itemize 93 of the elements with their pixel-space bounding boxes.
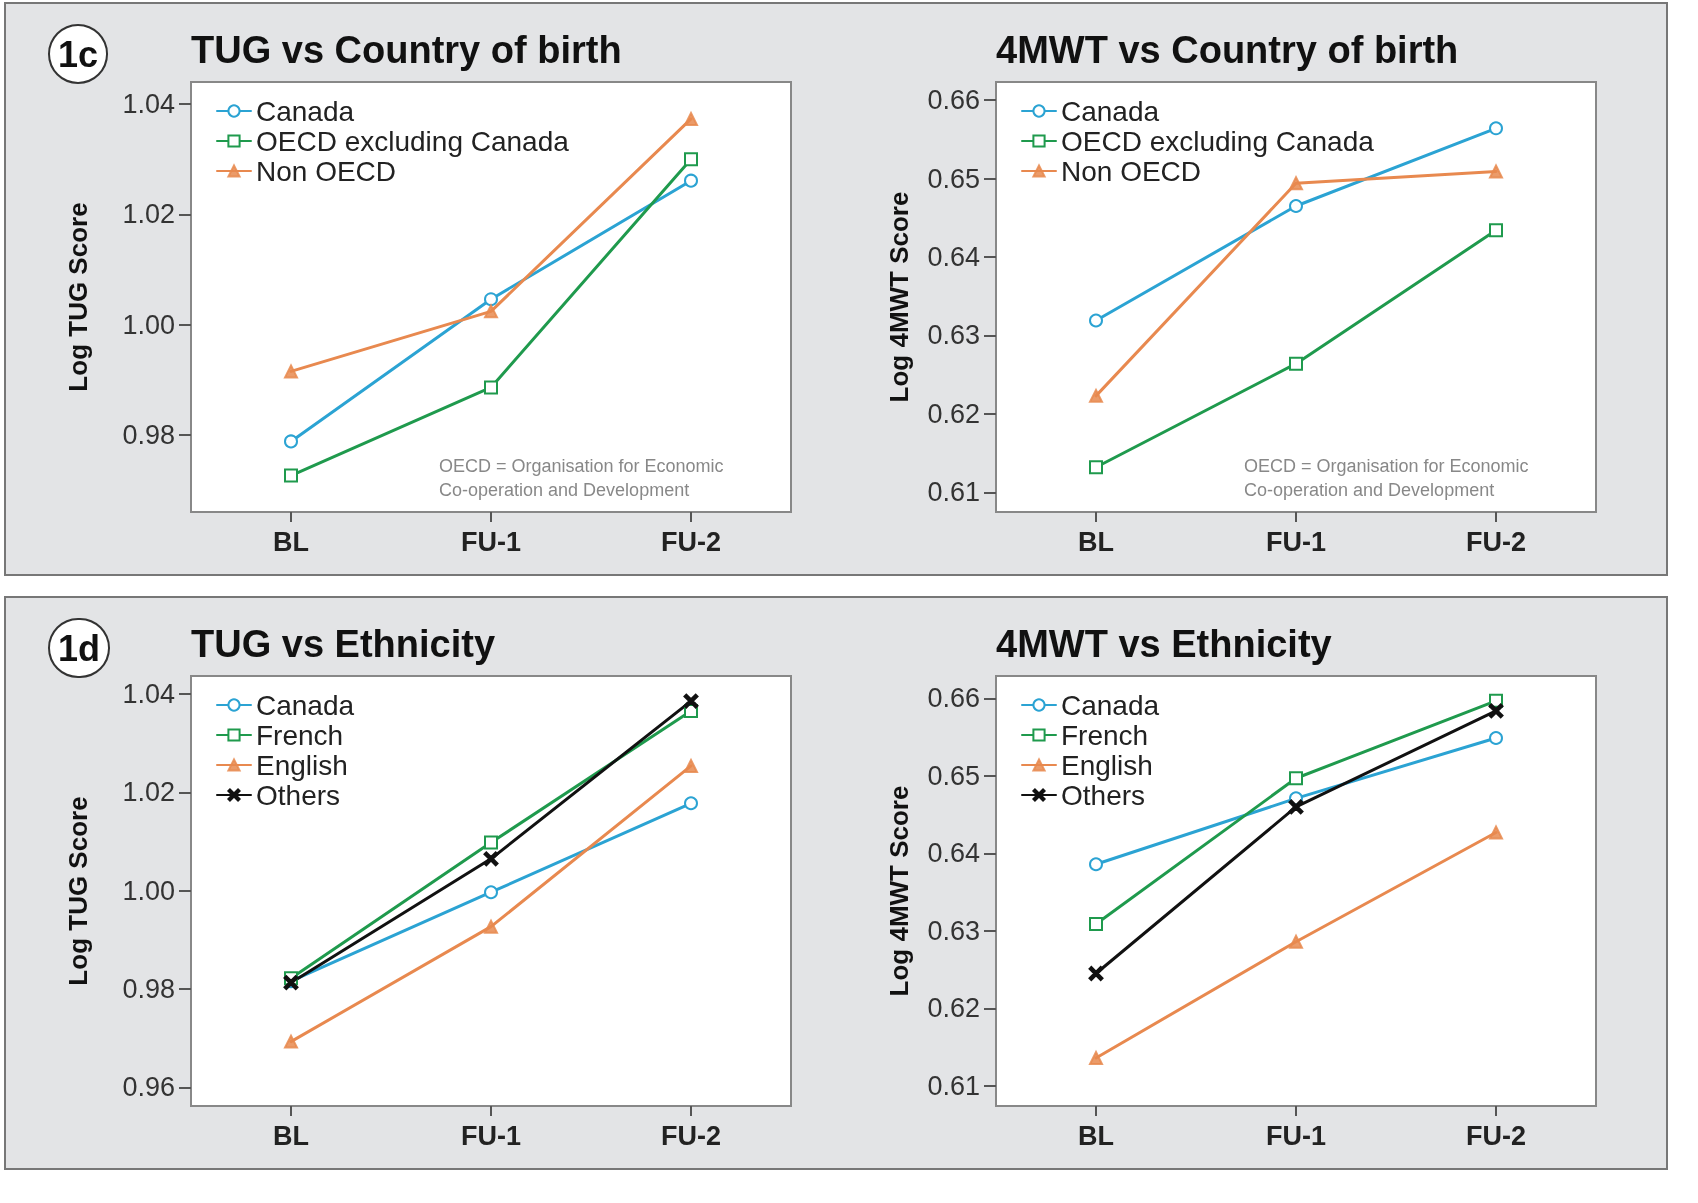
point — [484, 292, 498, 307]
point — [684, 758, 698, 773]
point — [1489, 223, 1503, 238]
point — [1088, 966, 1104, 982]
point — [1089, 460, 1103, 475]
point — [684, 152, 698, 167]
y-tick-label: 1.02 — [122, 199, 175, 230]
point — [484, 885, 498, 900]
legend-label: French — [1061, 719, 1149, 751]
y-tick-label: 1.02 — [122, 777, 175, 808]
point — [1489, 825, 1503, 840]
point — [483, 851, 499, 867]
y-axis-title: Log 4MWT Score — [884, 191, 914, 403]
x-tick-label: FU-1 — [1266, 1120, 1326, 1151]
x-tick-label: BL — [1078, 526, 1114, 557]
point — [1289, 198, 1303, 213]
legend-label: English — [256, 749, 348, 781]
point — [1289, 176, 1303, 191]
point — [484, 835, 498, 850]
point — [1089, 857, 1103, 872]
legend-label: Canada — [1061, 689, 1160, 721]
point — [1489, 164, 1503, 179]
legend-label: OECD excluding Canada — [1061, 125, 1375, 157]
x-tick-label: FU-1 — [461, 1120, 521, 1151]
y-tick-label: 0.65 — [927, 163, 980, 194]
annotation: OECD = Organisation for Economic Co-operation and Development — [1244, 456, 1534, 500]
y-tick-label: 1.00 — [122, 309, 175, 340]
point — [1288, 799, 1304, 815]
point — [484, 919, 498, 934]
point — [684, 173, 698, 188]
y-axis-title: Log TUG Score — [63, 202, 93, 392]
y-tick-label: 0.96 — [122, 1072, 175, 1103]
text: 1d — [58, 627, 101, 669]
y-tick-label: 0.63 — [927, 320, 980, 351]
y-tick-label: 0.66 — [927, 683, 980, 714]
point — [1489, 121, 1503, 136]
y-tick-label: 0.98 — [122, 974, 175, 1005]
x-tick-label: BL — [273, 1120, 309, 1151]
point — [683, 693, 699, 709]
point — [284, 434, 298, 449]
legend-label: Canada — [256, 95, 355, 127]
y-tick-label: 0.62 — [927, 398, 980, 429]
point — [484, 380, 498, 395]
point — [1488, 703, 1504, 719]
point — [284, 1034, 298, 1049]
legend-label: Canada — [1061, 95, 1160, 127]
chart-title: TUG vs Ethnicity — [191, 623, 496, 665]
legend-label: English — [1061, 749, 1153, 781]
x-tick-label: FU-1 — [461, 526, 521, 557]
point — [1089, 1050, 1103, 1065]
legend-label: French — [256, 719, 344, 751]
legend-label: Canada — [256, 689, 355, 721]
point — [684, 796, 698, 811]
point — [484, 304, 498, 319]
x-tick-label: FU-1 — [1266, 526, 1326, 557]
point — [1089, 916, 1103, 931]
point — [1089, 313, 1103, 328]
point — [1489, 730, 1503, 745]
y-tick-label: 0.64 — [927, 241, 980, 272]
point — [684, 111, 698, 126]
chart-title: 4MWT vs Ethnicity — [996, 623, 1332, 665]
text: 1c — [58, 33, 99, 75]
y-tick-label: 1.04 — [122, 679, 175, 710]
point — [1089, 388, 1103, 403]
x-tick-label: BL — [273, 526, 309, 557]
x-tick-label: FU-2 — [661, 526, 721, 557]
point — [284, 468, 298, 483]
x-tick-label: FU-2 — [1466, 526, 1526, 557]
x-tick-label: FU-2 — [661, 1120, 721, 1151]
y-tick-label: 0.98 — [122, 419, 175, 450]
point — [1289, 356, 1303, 371]
x-tick-label: FU-2 — [1466, 1120, 1526, 1151]
legend-label: Non OECD — [1061, 155, 1202, 187]
legend-label: Non OECD — [256, 155, 397, 187]
y-tick-label: 0.61 — [927, 477, 980, 508]
legend-label: OECD excluding Canada — [256, 125, 570, 157]
x-tick-label: BL — [1078, 1120, 1114, 1151]
y-tick-label: 0.64 — [927, 838, 980, 869]
point — [1289, 771, 1303, 786]
y-tick-label: 0.63 — [927, 915, 980, 946]
annotation: OECD = Organisation for Economic Co-operation and Development — [439, 456, 729, 500]
chart-title: 4MWT vs Country of birth — [996, 29, 1459, 71]
y-tick-label: 0.65 — [927, 760, 980, 791]
y-tick-label: 1.00 — [122, 875, 175, 906]
y-tick-label: 0.62 — [927, 993, 980, 1024]
y-tick-label: 0.66 — [927, 85, 980, 116]
point — [284, 364, 298, 379]
y-axis-title: Log TUG Score — [63, 796, 93, 986]
point — [1289, 934, 1303, 949]
y-tick-label: 0.61 — [927, 1070, 980, 1101]
y-axis-title: Log 4MWT Score — [884, 785, 914, 997]
y-tick-label: 1.04 — [122, 89, 175, 120]
chart-title: TUG vs Country of birth — [191, 29, 622, 71]
